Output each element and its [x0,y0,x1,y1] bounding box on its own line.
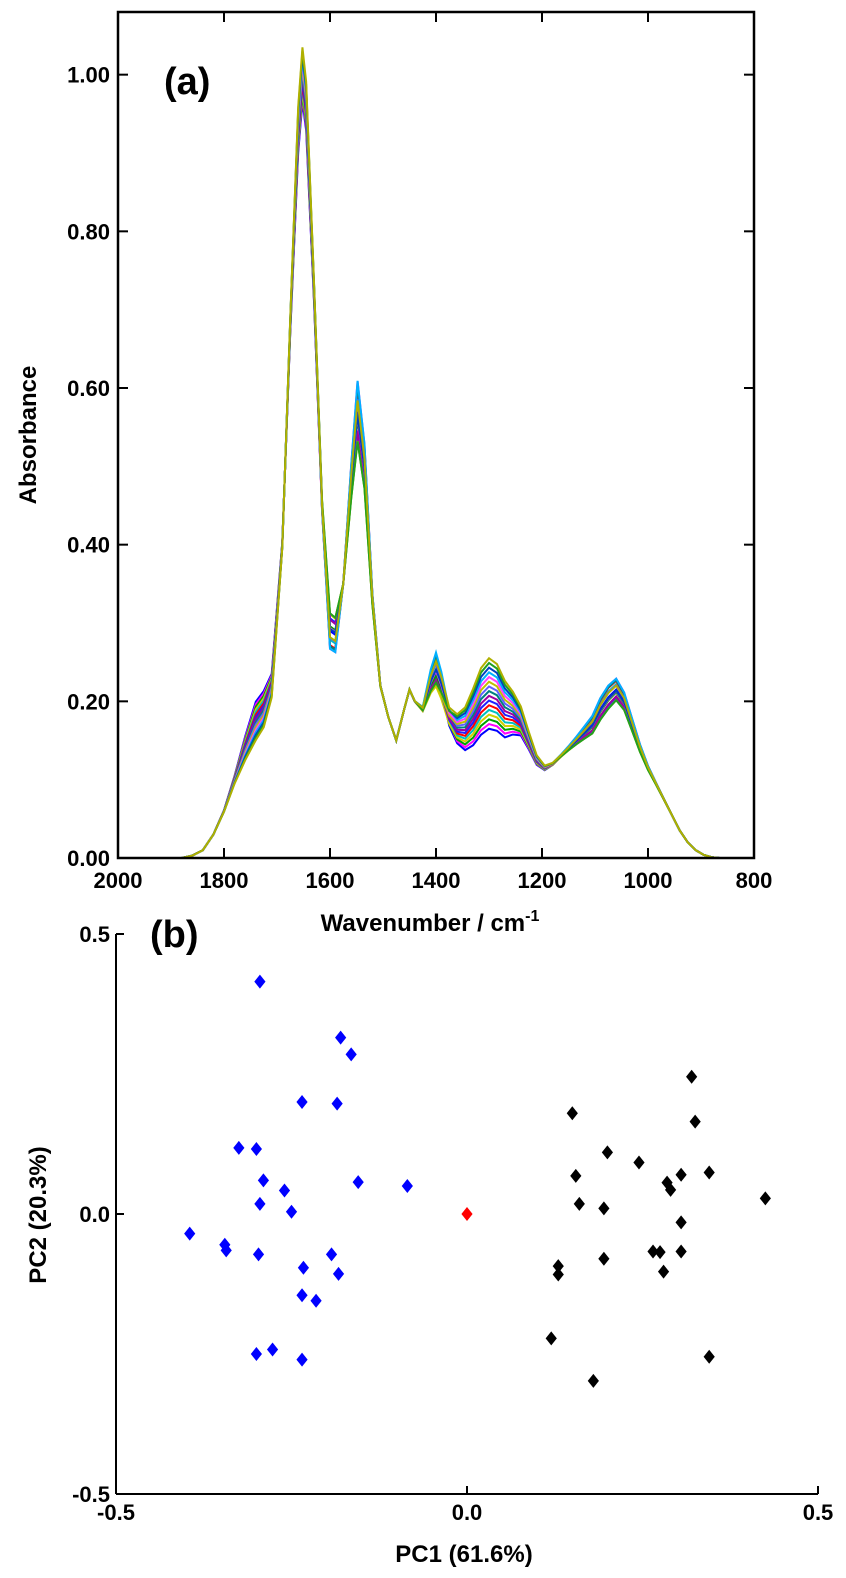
panel-b: -0.5 0.0 0.5 -0.5 0.0 0.5 (b) PC2 (20.3%) PC1… [25,914,833,1568]
panel-b-y-tick-label: 0.0 [79,1202,110,1227]
scatter-point [686,1069,698,1084]
panel-a-x-tick-label: 1800 [200,868,249,893]
spectrum-line [181,58,720,859]
panel-a: 2000 1800 1600 1400 1200 1000 800 0.00 0.20 0.40 0… [15,10,772,937]
spectra-lines [181,47,720,859]
scatter-point [335,1030,347,1045]
scatter-point [657,1264,670,1279]
scatter-point [297,1260,310,1275]
scatter-point [184,1226,196,1241]
spectrum-line [181,50,720,859]
scatter-point [250,1142,262,1157]
panel-a-y-tick-label: 1.00 [67,63,110,88]
scatter-point [285,1204,298,1219]
scatter-point [257,1173,270,1188]
scatter-point [570,1168,582,1183]
panel-a-y-tick-label: 0.40 [67,533,110,558]
scatter-point [759,1191,771,1206]
scatter-point [633,1155,645,1170]
scatter-point [647,1244,659,1259]
scatter-point [296,1352,308,1367]
scatter-point [675,1244,687,1259]
scatter-point [675,1167,687,1182]
scatter-point [552,1259,564,1274]
panel-a-x-axis-title-main: Wavenumber / cm [321,910,526,937]
scatter-point [250,1347,262,1361]
scatter-point [601,1145,613,1160]
panel-b-label: (b) [150,914,199,956]
panel-b-x-tick-label: 0.0 [452,1500,483,1525]
panel-a-x-tick-label: 1600 [306,868,355,893]
panel-a-x-tick-label: 1400 [412,868,461,893]
scatter-point [296,1095,308,1109]
scatter-point [573,1196,585,1211]
scatter-point [587,1373,599,1388]
scatter-point [654,1245,666,1260]
scatter-point [233,1140,245,1155]
scatter-point [401,1179,413,1193]
scatter-point [331,1096,343,1111]
panel-a-y-tick-label: 0.80 [67,219,110,244]
scatter-point [352,1175,364,1190]
panel-b-y-tick-label: -0.5 [72,1482,110,1507]
panel-a-x-tick-label: 1000 [624,868,673,893]
scatter-point [598,1201,610,1216]
scatter-point [252,1247,265,1262]
panel-b-y-axis-title: PC2 (20.3%) [25,1146,52,1283]
scatter-point [461,1207,473,1221]
panel-b-x-tick-label: -0.5 [97,1500,135,1525]
scatter-point [310,1293,322,1308]
scatter-point [296,1288,308,1303]
scatter-point [545,1331,557,1346]
scatter-point [345,1047,357,1062]
scatter-point [598,1251,610,1266]
panel-a-x-tick-label: 800 [736,868,773,893]
scatter-point [266,1342,279,1357]
panel-a-x-axis-title-sup: -1 [525,908,539,925]
scatter-point [566,1106,578,1121]
panel-b-x-tick-label: 0.5 [803,1500,834,1525]
scatter-point [332,1266,345,1281]
scatter-point [703,1349,715,1364]
panel-b-y-tick-label: 0.5 [79,922,110,947]
scatter-point [552,1267,564,1282]
panel-b-axes: -0.5 0.0 0.5 -0.5 0.0 0.5 [72,922,833,1525]
panel-a-y-tick-label: 0.60 [67,376,110,401]
panel-a-axes: 2000 1800 1600 1400 1200 1000 800 0.00 0.20 0.40 0… [67,12,772,893]
scatter-point [254,974,266,989]
scatter-point [278,1183,291,1198]
scatter-point [689,1114,701,1129]
scatter-points [184,974,771,1388]
spectrum-line [181,47,720,859]
panel-a-frame [116,10,756,860]
panel-a-x-tick-label: 2000 [94,868,143,893]
panel-b-x-axis-title: PC1 (61.6%) [395,1541,532,1568]
scatter-point [325,1247,338,1262]
panel-a-y-axis-title: Absorbance [15,366,42,505]
panel-a-y-tick-label: 0.00 [67,846,110,871]
scatter-point [664,1182,677,1197]
scatter-point [220,1243,232,1258]
scatter-point [703,1165,715,1180]
panel-a-x-tick-label: 1200 [518,868,567,893]
panel-a-label: (a) [164,61,210,103]
scatter-point [675,1215,687,1230]
panel-a-x-axis-title: Wavenumber / cm-1 [321,908,540,937]
panel-a-y-tick-label: 0.20 [67,689,110,714]
scatter-point [254,1196,266,1211]
